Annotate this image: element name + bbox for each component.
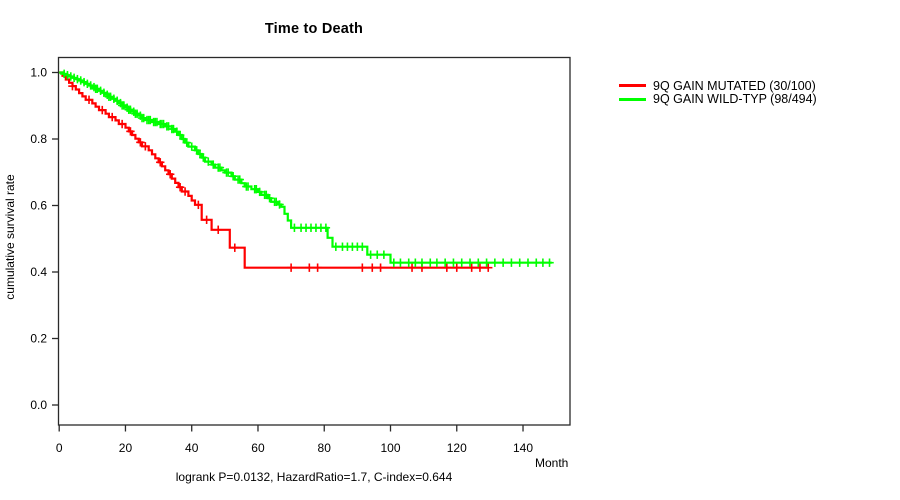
legend: 9Q GAIN MUTATED (30/100) 9Q GAIN WILD-TY… xyxy=(619,79,817,106)
x-tick-label: 0 xyxy=(56,441,63,455)
legend-line-green xyxy=(619,97,646,101)
legend-item-wildtype: 9Q GAIN WILD-TYP (98/494) xyxy=(619,92,817,107)
legend-line-red xyxy=(619,84,646,88)
y-tick-label: 0.8 xyxy=(30,132,47,146)
y-tick-label: 0.4 xyxy=(30,265,47,279)
survival-curve xyxy=(59,71,552,264)
legend-item-mutated: 9Q GAIN MUTATED (30/100) xyxy=(619,79,817,93)
survival-curve xyxy=(59,71,489,269)
y-axis-label: cumulative survival rate xyxy=(3,174,17,300)
x-tick-label: 140 xyxy=(513,441,533,455)
legend-label-mutated: 9Q GAIN MUTATED (30/100) xyxy=(653,78,816,93)
x-tick-label: 100 xyxy=(380,441,400,455)
chart-title: Time to Death xyxy=(264,21,364,37)
x-tick-label: 40 xyxy=(185,441,199,455)
y-tick-label: 0.0 xyxy=(30,398,47,412)
y-tick-label: 1.0 xyxy=(30,66,47,80)
legend-label-wildtype: 9Q GAIN WILD-TYP (98/494) xyxy=(653,92,817,107)
x-tick-label: 20 xyxy=(119,441,133,455)
plot-border xyxy=(57,56,571,426)
x-axis-label: Month xyxy=(535,456,569,470)
stats-annotation: logrank P=0.0132, HazardRatio=1.7, C-ind… xyxy=(175,470,453,484)
x-tick-label: 80 xyxy=(318,441,332,455)
x-tick-label: 60 xyxy=(251,441,265,455)
x-tick-label: 120 xyxy=(447,441,467,455)
y-tick-label: 0.2 xyxy=(30,332,47,346)
y-tick-label: 0.6 xyxy=(30,199,47,213)
